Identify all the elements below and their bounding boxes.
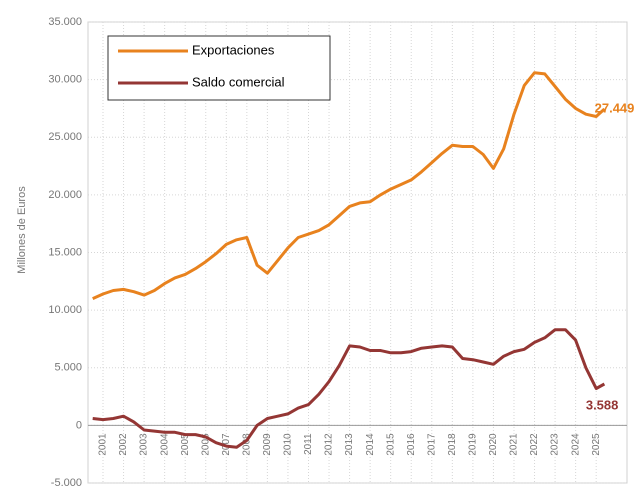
legend-label: Exportaciones xyxy=(192,42,275,57)
y-tick-label: 20.000 xyxy=(48,189,82,201)
x-tick-label: 2012 xyxy=(324,433,335,456)
x-tick-label: 2013 xyxy=(344,433,355,456)
y-tick-label: 35.000 xyxy=(48,16,82,28)
x-tick-label: 2006 xyxy=(200,433,211,456)
x-tick-label: 2007 xyxy=(221,433,232,456)
y-tick-label: 0 xyxy=(76,419,82,431)
legend-box xyxy=(107,35,331,101)
x-tick-label: 2003 xyxy=(139,433,150,456)
data-label: 3.588 xyxy=(586,397,619,412)
x-tick-label: 2016 xyxy=(406,433,417,456)
x-tick-label: 2022 xyxy=(529,433,540,456)
x-tick-label: 2009 xyxy=(262,433,273,456)
series-line xyxy=(92,328,606,449)
y-tick-label: 5.000 xyxy=(54,362,82,374)
x-tick-label: 2024 xyxy=(570,433,581,456)
x-tick-label: 2018 xyxy=(447,433,458,456)
x-tick-label: 2001 xyxy=(98,433,109,456)
legend-label: Saldo comercial xyxy=(192,74,285,89)
x-tick-label: 2008 xyxy=(241,433,252,456)
x-tick-label: 2002 xyxy=(118,433,129,456)
x-tick-label: 2021 xyxy=(509,433,520,456)
x-tick-label: 2011 xyxy=(303,433,314,455)
x-tick-label: 2015 xyxy=(385,433,396,456)
series-line xyxy=(92,71,606,300)
x-tick-label: 2014 xyxy=(365,433,376,456)
y-tick-label: 30.000 xyxy=(48,74,82,86)
y-tick-label: 10.000 xyxy=(48,304,82,316)
x-tick-label: 2017 xyxy=(426,433,437,456)
x-tick-label: 2020 xyxy=(488,433,499,456)
x-tick-label: 2005 xyxy=(180,433,191,456)
y-axis-label: Millones de Euros xyxy=(16,186,28,274)
y-tick-label: 25.000 xyxy=(48,131,82,143)
x-tick-label: 2010 xyxy=(283,433,294,456)
x-tick-label: 2004 xyxy=(159,433,170,456)
y-tick-label: 15.000 xyxy=(48,246,82,258)
data-label: 27.449 xyxy=(595,100,634,115)
x-tick-label: 2025 xyxy=(591,433,602,456)
y-tick-label: -5.000 xyxy=(51,477,82,486)
x-tick-label: 2023 xyxy=(550,433,561,456)
x-tick-label: 2019 xyxy=(468,433,479,456)
